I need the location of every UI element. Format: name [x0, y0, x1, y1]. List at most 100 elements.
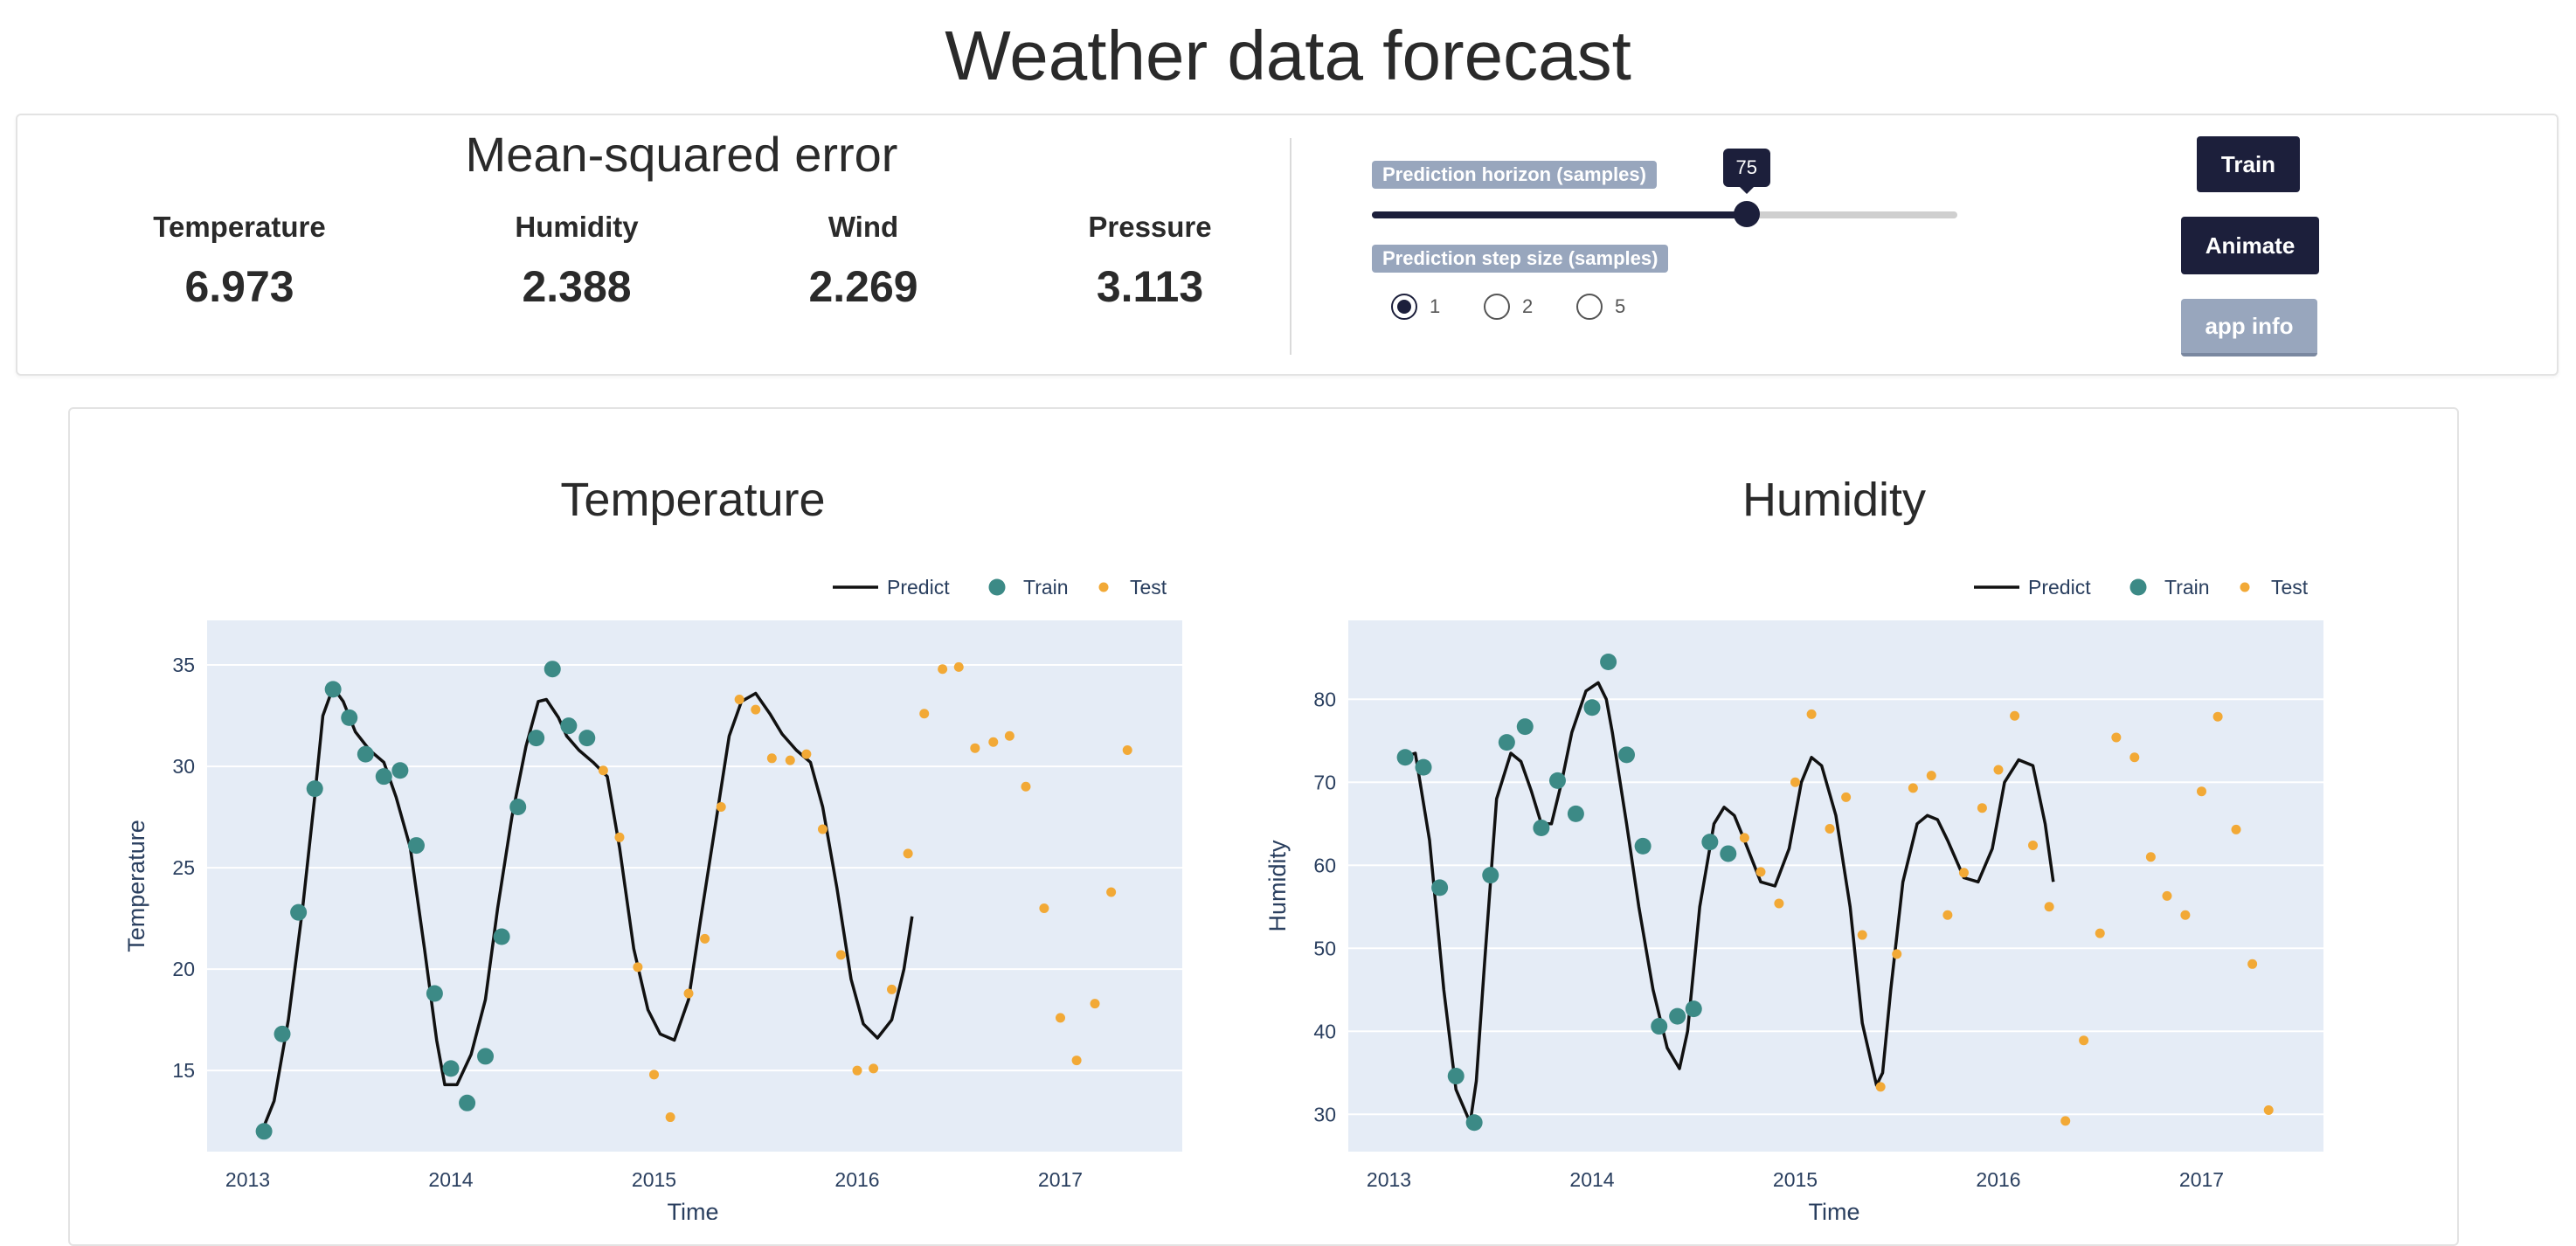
- test-point: [785, 755, 795, 765]
- train-point: [509, 798, 527, 815]
- legend-predict-label: Predict: [887, 576, 950, 599]
- train-point: [1498, 734, 1515, 751]
- metric-wind: Wind 2.269: [732, 210, 994, 313]
- radio-label: 2: [1522, 295, 1534, 317]
- test-point: [1056, 1013, 1065, 1023]
- y-axis-label: Humidity: [1264, 840, 1291, 932]
- train-point: [1618, 746, 1636, 764]
- slider-fill: [1372, 211, 1747, 218]
- train-point: [1567, 805, 1584, 822]
- test-point: [801, 749, 812, 759]
- test-point: [2060, 1116, 2071, 1126]
- radio-circle[interactable]: [1576, 294, 1603, 320]
- test-point: [1122, 745, 1132, 756]
- train-point: [1701, 834, 1719, 851]
- y-tick-label: 20: [172, 958, 195, 980]
- test-point: [2263, 1105, 2274, 1115]
- test-point: [919, 709, 930, 719]
- test-point: [2197, 786, 2206, 797]
- train-point: [560, 717, 578, 735]
- plot-area: [207, 620, 1182, 1152]
- test-point: [734, 695, 744, 705]
- test-point: [970, 743, 980, 753]
- train-point: [1548, 772, 1566, 789]
- test-point: [953, 661, 964, 672]
- chart-title: Temperature: [560, 474, 825, 526]
- test-point: [1071, 1056, 1082, 1066]
- radio-label: 1: [1430, 295, 1441, 317]
- test-point: [1021, 781, 1031, 792]
- slider-value-tooltip: 75: [1722, 149, 1770, 194]
- train-point: [357, 745, 374, 763]
- train-point: [442, 1060, 460, 1077]
- train-point: [426, 985, 443, 1002]
- test-point: [1942, 910, 1953, 920]
- test-point: [1825, 823, 1835, 834]
- y-tick-label: 40: [1313, 1020, 1336, 1042]
- x-axis-label: Time: [1809, 1199, 1860, 1220]
- train-point: [391, 762, 409, 779]
- train-point: [1465, 1114, 1483, 1132]
- step-radio-2[interactable]: 2: [1484, 294, 1533, 320]
- legend-test-label: Test: [2271, 576, 2309, 599]
- y-tick-label: 80: [1313, 688, 1336, 710]
- x-tick-label: 2013: [225, 1168, 270, 1191]
- test-point: [2095, 928, 2105, 938]
- legend-predict-label: Predict: [2028, 576, 2091, 599]
- test-point: [665, 1112, 675, 1123]
- test-point: [1790, 777, 1800, 787]
- test-point: [887, 984, 897, 994]
- test-point: [1993, 765, 2004, 775]
- legend-train-label: Train: [2164, 576, 2210, 599]
- test-point: [683, 988, 694, 999]
- test-point: [1857, 930, 1867, 940]
- train-point: [1516, 718, 1534, 736]
- test-point: [1755, 867, 1766, 877]
- x-tick-label: 2017: [1038, 1168, 1083, 1191]
- train-point: [1447, 1068, 1465, 1085]
- metric-pressure: Pressure 3.113: [1019, 210, 1281, 313]
- train-point: [255, 1123, 273, 1140]
- metric-label: Temperature: [153, 211, 326, 243]
- test-point: [835, 950, 846, 960]
- test-point: [2231, 824, 2241, 834]
- x-tick-label: 2013: [1367, 1168, 1411, 1191]
- radio-circle[interactable]: [1484, 294, 1510, 320]
- step-radio-5[interactable]: 5: [1576, 294, 1625, 320]
- y-tick-label: 25: [172, 856, 195, 879]
- test-point: [649, 1069, 659, 1080]
- y-tick-label: 15: [172, 1059, 195, 1082]
- train-point: [493, 928, 510, 945]
- animate-button[interactable]: Animate: [2181, 217, 2319, 274]
- train-point: [375, 768, 392, 786]
- test-point: [2111, 732, 2122, 743]
- train-point: [1533, 820, 1550, 836]
- x-tick-label: 2016: [834, 1168, 879, 1191]
- test-point: [700, 933, 710, 944]
- legend-train-swatch: [988, 578, 1006, 596]
- x-tick-label: 2014: [428, 1168, 473, 1191]
- metric-value: 6.973: [184, 262, 294, 311]
- slider-handle[interactable]: [1733, 201, 1760, 227]
- y-tick-label: 70: [1313, 771, 1336, 793]
- test-point: [988, 737, 999, 747]
- metric-humidity: Humidity 2.388: [446, 210, 708, 313]
- plot-area: [1348, 620, 2323, 1152]
- test-point: [1875, 1082, 1886, 1092]
- train-button[interactable]: Train: [2197, 136, 2300, 192]
- test-point: [852, 1065, 862, 1076]
- horizon-slider[interactable]: 75: [1372, 149, 1957, 227]
- test-point: [2180, 910, 2191, 920]
- metric-temperature: Temperature 6.973: [108, 210, 370, 313]
- y-tick-label: 50: [1313, 937, 1336, 959]
- step-radio-1[interactable]: 1: [1391, 294, 1440, 320]
- chart-humidity: Humidity 30 40 50 60 70 80 2013 2014 2015 2016 2017…: [1264, 474, 2323, 1220]
- train-point: [459, 1094, 476, 1111]
- radio-circle[interactable]: [1391, 294, 1417, 320]
- test-point: [1892, 949, 1902, 959]
- x-tick-label: 2017: [2179, 1168, 2224, 1191]
- train-point: [1396, 749, 1414, 766]
- app-info-button[interactable]: app info: [2181, 299, 2317, 356]
- test-point: [1908, 783, 1918, 793]
- predict-line: [1402, 681, 2055, 1125]
